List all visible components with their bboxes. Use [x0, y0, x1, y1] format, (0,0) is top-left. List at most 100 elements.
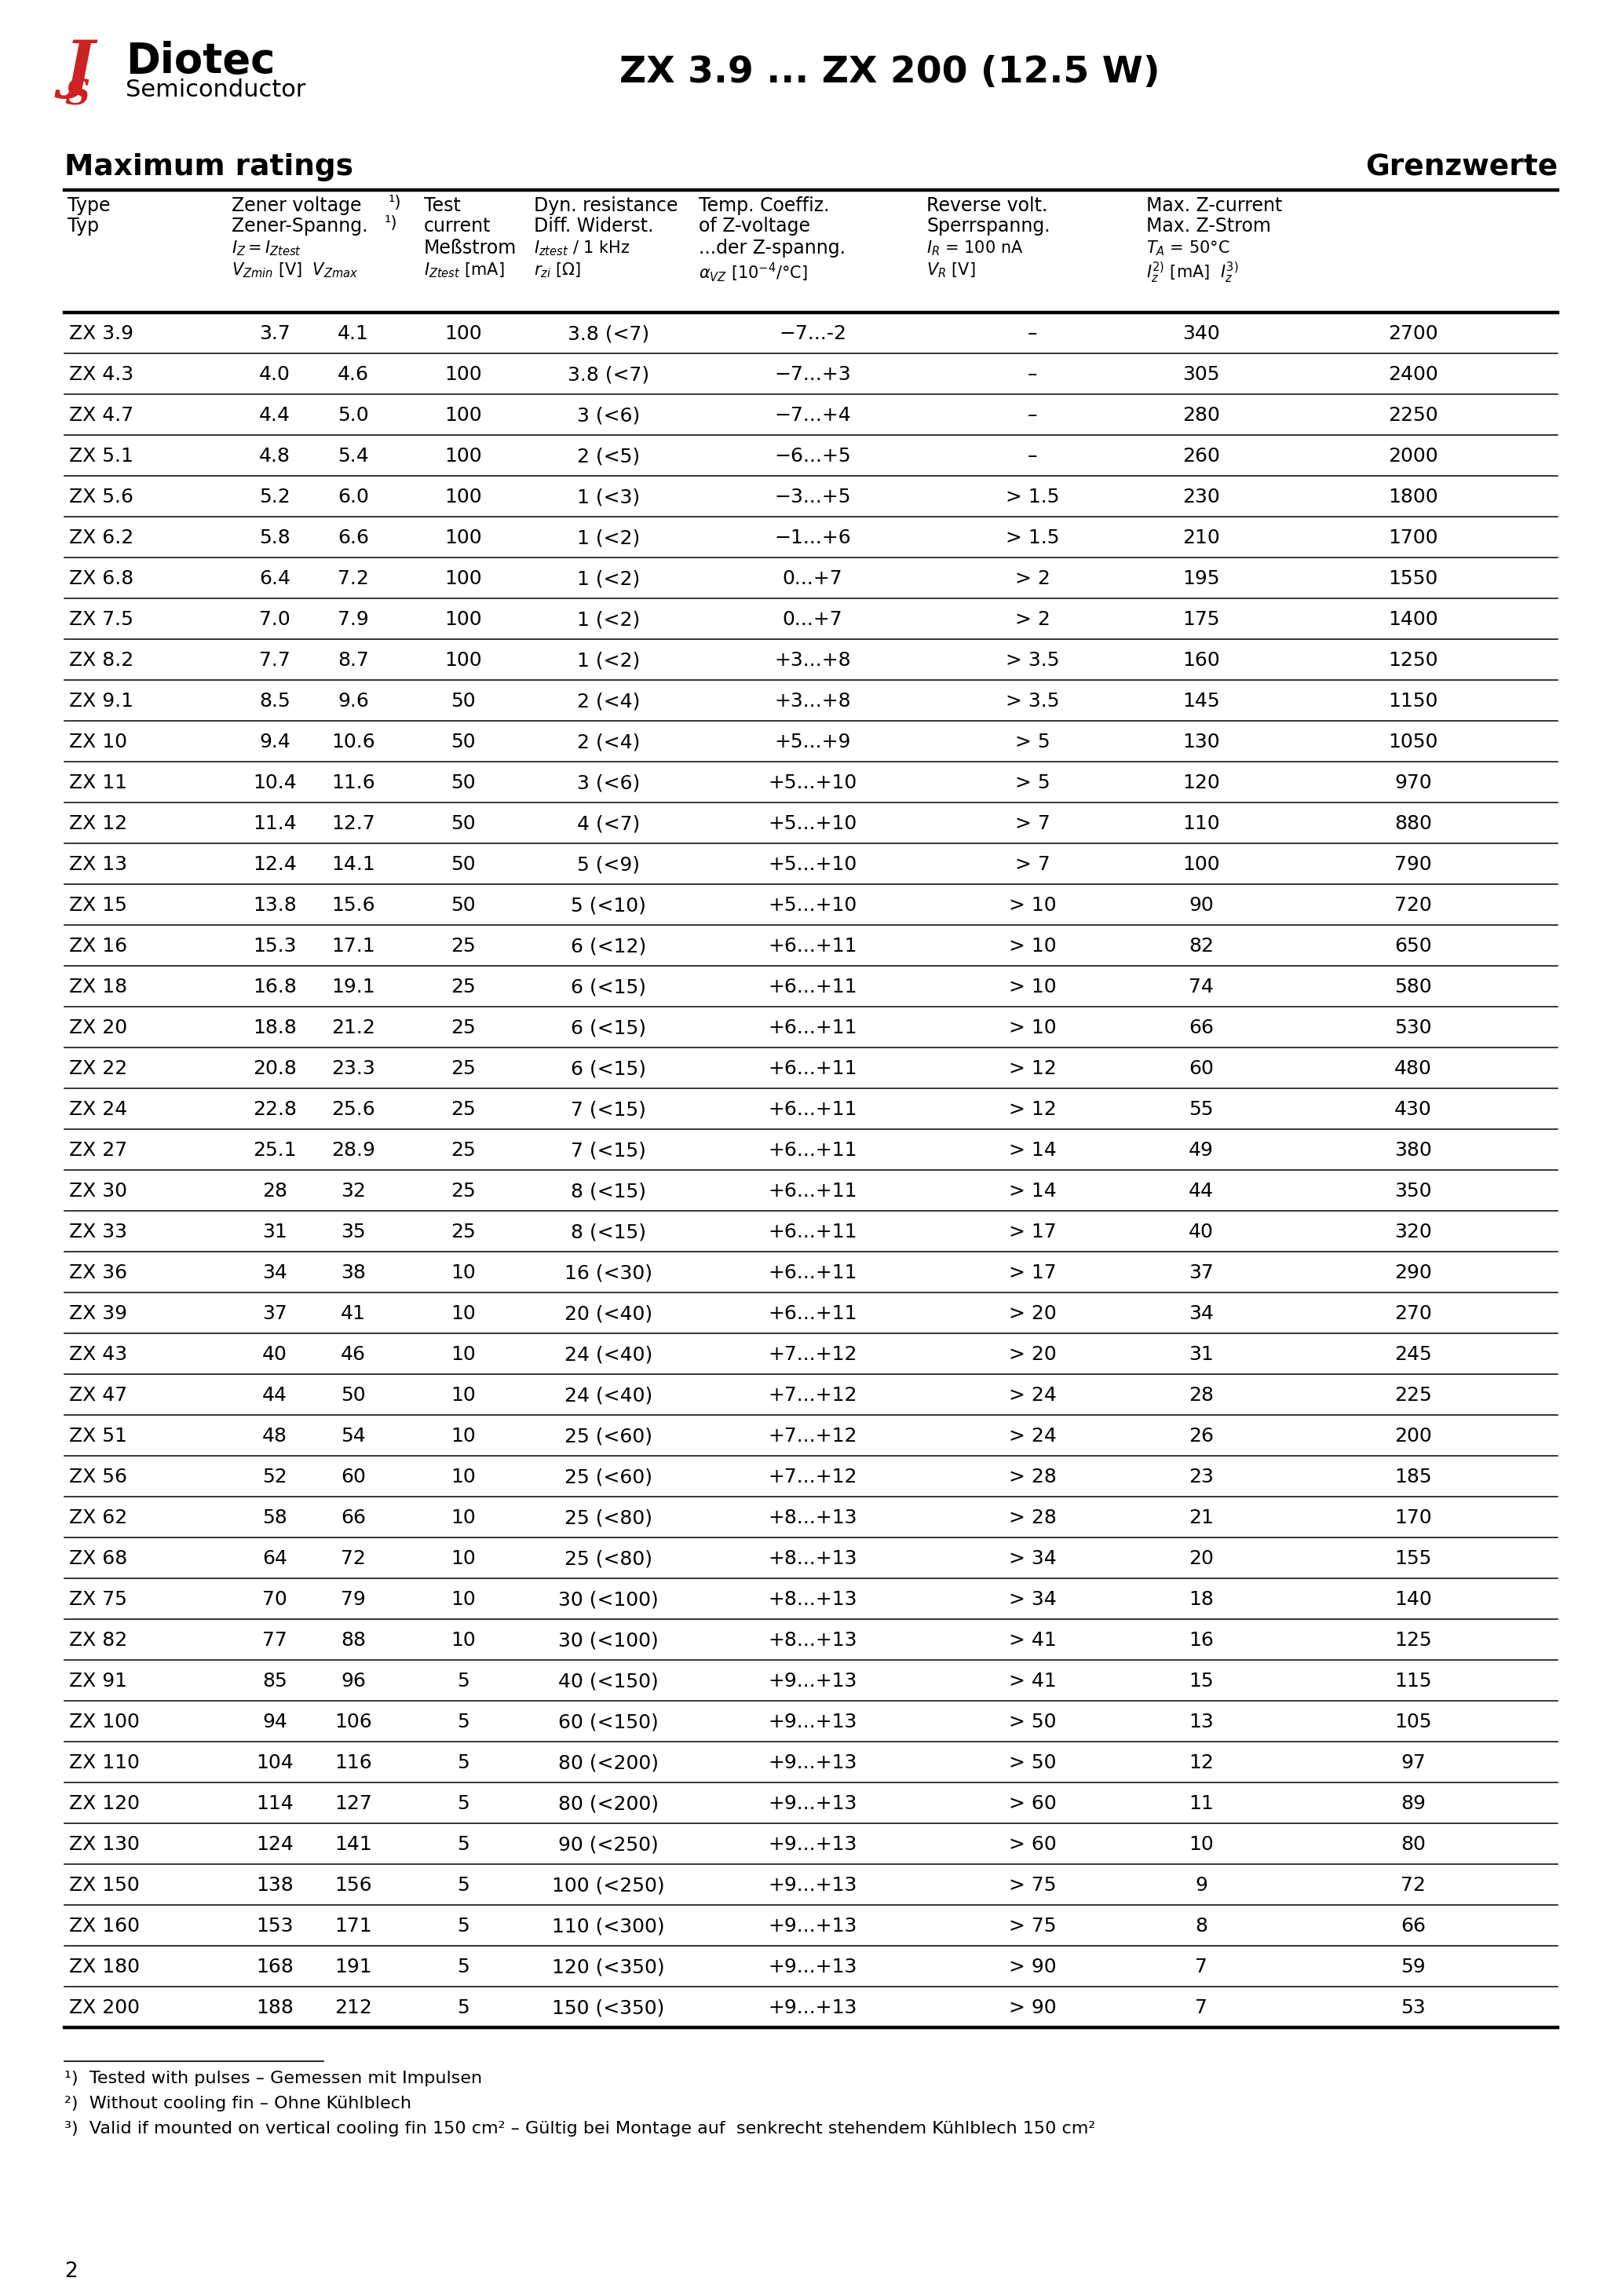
Text: ZX 22: ZX 22: [70, 1058, 128, 1079]
Text: > 60: > 60: [1009, 1835, 1056, 1853]
Text: 54: 54: [341, 1426, 365, 1446]
Text: 25 (<80): 25 (<80): [564, 1550, 652, 1568]
Text: 2700: 2700: [1388, 324, 1439, 342]
Text: Meßstrom: Meßstrom: [423, 239, 517, 257]
Text: 125: 125: [1395, 1630, 1432, 1651]
Text: ZX 3.9: ZX 3.9: [70, 324, 133, 342]
Text: 20 (<40): 20 (<40): [564, 1304, 652, 1322]
Text: 25: 25: [451, 1182, 475, 1201]
Text: 160: 160: [1182, 652, 1220, 670]
Text: ZX 56: ZX 56: [70, 1467, 127, 1486]
Text: 10: 10: [451, 1263, 475, 1281]
Text: 8: 8: [1195, 1917, 1207, 1936]
Text: 230: 230: [1182, 487, 1220, 507]
Text: +6...+11: +6...+11: [767, 1141, 856, 1159]
Text: 4.0: 4.0: [260, 365, 290, 383]
Text: $V_R$ [V]: $V_R$ [V]: [926, 262, 975, 280]
Text: 90 (<250): 90 (<250): [558, 1835, 659, 1853]
Text: 25: 25: [451, 1224, 475, 1242]
Text: 15.3: 15.3: [253, 937, 297, 955]
Text: ZX 11: ZX 11: [70, 774, 127, 792]
Text: 100: 100: [444, 487, 482, 507]
Text: > 50: > 50: [1009, 1754, 1056, 1773]
Text: Semiconductor: Semiconductor: [125, 78, 305, 101]
Text: +9...+13: +9...+13: [769, 1793, 856, 1814]
Text: Diff. Widerst.: Diff. Widerst.: [534, 216, 654, 236]
Text: 7.9: 7.9: [337, 611, 368, 629]
Text: 260: 260: [1182, 448, 1220, 466]
Text: ZX 110: ZX 110: [70, 1754, 139, 1773]
Text: 340: 340: [1182, 324, 1220, 342]
Text: 30 (<100): 30 (<100): [558, 1591, 659, 1609]
Text: 6 (<15): 6 (<15): [571, 1058, 646, 1079]
Text: 225: 225: [1395, 1387, 1432, 1405]
Text: ZX 68: ZX 68: [70, 1550, 128, 1568]
Text: 6 (<15): 6 (<15): [571, 1019, 646, 1038]
Text: 10.4: 10.4: [253, 774, 297, 792]
Text: 2: 2: [65, 2262, 78, 2282]
Text: 80: 80: [1401, 1835, 1426, 1853]
Text: −6...+5: −6...+5: [774, 448, 852, 466]
Text: +9...+13: +9...+13: [769, 1876, 856, 1894]
Text: 12.7: 12.7: [331, 815, 375, 833]
Text: 100: 100: [444, 406, 482, 425]
Text: 28.9: 28.9: [331, 1141, 375, 1159]
Text: > 28: > 28: [1009, 1508, 1056, 1527]
Text: 50: 50: [451, 774, 475, 792]
Text: 13: 13: [1189, 1713, 1213, 1731]
Text: $T_A$ = 50°C: $T_A$ = 50°C: [1147, 239, 1229, 257]
Text: 96: 96: [341, 1671, 367, 1690]
Text: +6...+11: +6...+11: [767, 978, 856, 996]
Text: $\alpha_{VZ}$ [10$^{-4}$/°C]: $\alpha_{VZ}$ [10$^{-4}$/°C]: [699, 262, 808, 282]
Text: > 90: > 90: [1009, 1998, 1056, 2018]
Text: ZX 6.2: ZX 6.2: [70, 528, 133, 546]
Text: ZX 200: ZX 200: [70, 1998, 139, 2018]
Text: –: –: [1027, 365, 1038, 383]
Text: 74: 74: [1189, 978, 1213, 996]
Text: 80 (<200): 80 (<200): [558, 1754, 659, 1773]
Text: 141: 141: [334, 1835, 371, 1853]
Text: 130: 130: [1182, 732, 1220, 751]
Text: ZX 180: ZX 180: [70, 1958, 139, 1977]
Text: > 7: > 7: [1015, 854, 1049, 875]
Text: ZX 18: ZX 18: [70, 978, 127, 996]
Text: ...der Z-spanng.: ...der Z-spanng.: [699, 239, 845, 257]
Text: 104: 104: [256, 1754, 294, 1773]
Text: 25: 25: [451, 1100, 475, 1118]
Text: 2400: 2400: [1388, 365, 1439, 383]
Text: Max. Z-Strom: Max. Z-Strom: [1147, 216, 1272, 236]
Text: ZX 33: ZX 33: [70, 1224, 127, 1242]
Text: 480: 480: [1395, 1058, 1432, 1079]
Text: 20.8: 20.8: [253, 1058, 297, 1079]
Text: −1...+6: −1...+6: [774, 528, 852, 546]
Text: 1250: 1250: [1388, 652, 1439, 670]
Text: 37: 37: [263, 1304, 287, 1322]
Text: ZX 20: ZX 20: [70, 1019, 127, 1038]
Text: 970: 970: [1395, 774, 1432, 792]
Text: $V_{Zmin}$ [V]  $V_{Zmax}$: $V_{Zmin}$ [V] $V_{Zmax}$: [232, 262, 358, 280]
Text: ZX 160: ZX 160: [70, 1917, 139, 1936]
Text: 124: 124: [256, 1835, 294, 1853]
Text: 80 (<200): 80 (<200): [558, 1793, 659, 1814]
Text: +8...+13: +8...+13: [767, 1630, 856, 1651]
Text: Test: Test: [423, 195, 461, 216]
Text: +7...+12: +7...+12: [767, 1426, 856, 1446]
Text: > 14: > 14: [1009, 1141, 1056, 1159]
Text: +7...+12: +7...+12: [767, 1467, 856, 1486]
Text: 8 (<15): 8 (<15): [571, 1182, 646, 1201]
Text: 150 (<350): 150 (<350): [551, 1998, 665, 2018]
Text: 50: 50: [451, 691, 475, 712]
Text: 790: 790: [1395, 854, 1432, 875]
Text: ²)  Without cooling fin – Ohne Kühlblech: ²) Without cooling fin – Ohne Kühlblech: [65, 2096, 412, 2112]
Text: $I_{ztest}$ / 1 kHz: $I_{ztest}$ / 1 kHz: [534, 239, 629, 257]
Text: +9...+13: +9...+13: [769, 1998, 856, 2018]
Text: 24 (<40): 24 (<40): [564, 1387, 652, 1405]
Text: > 28: > 28: [1009, 1467, 1056, 1486]
Text: > 10: > 10: [1009, 895, 1056, 914]
Text: > 75: > 75: [1009, 1917, 1056, 1936]
Text: 15.6: 15.6: [331, 895, 375, 914]
Text: of Z-voltage: of Z-voltage: [699, 216, 811, 236]
Text: 26: 26: [1189, 1426, 1213, 1446]
Text: 25: 25: [451, 1058, 475, 1079]
Text: 7: 7: [1195, 1958, 1207, 1977]
